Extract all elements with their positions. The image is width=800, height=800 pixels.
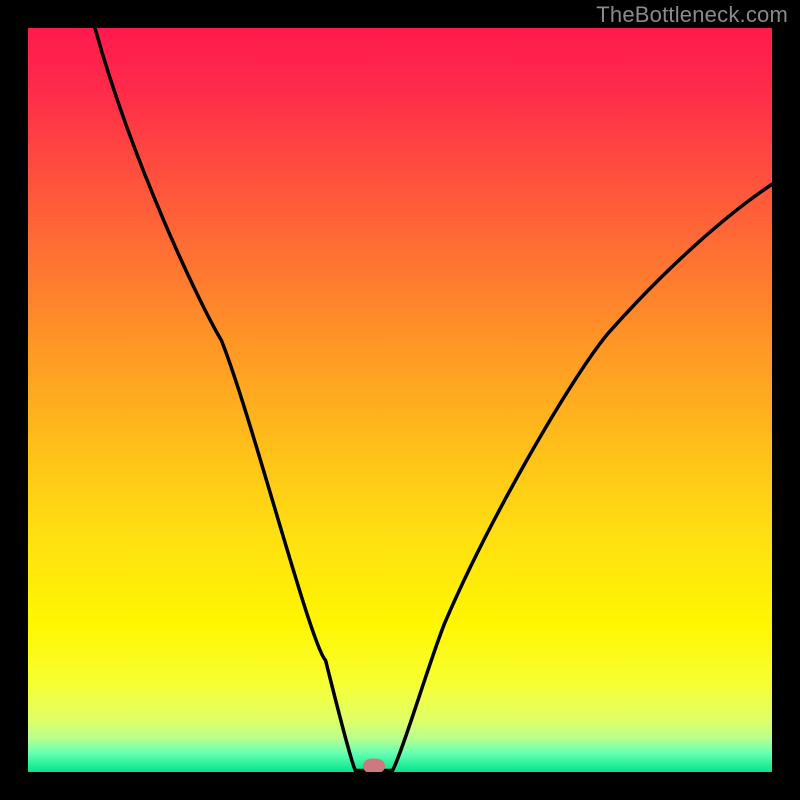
- valley-marker: [363, 759, 385, 774]
- gradient-background: [28, 28, 772, 772]
- watermark-text: TheBottleneck.com: [596, 2, 788, 28]
- bottleneck-chart: [0, 0, 800, 800]
- chart-container: { "watermark": { "text": "TheBottleneck.…: [0, 0, 800, 800]
